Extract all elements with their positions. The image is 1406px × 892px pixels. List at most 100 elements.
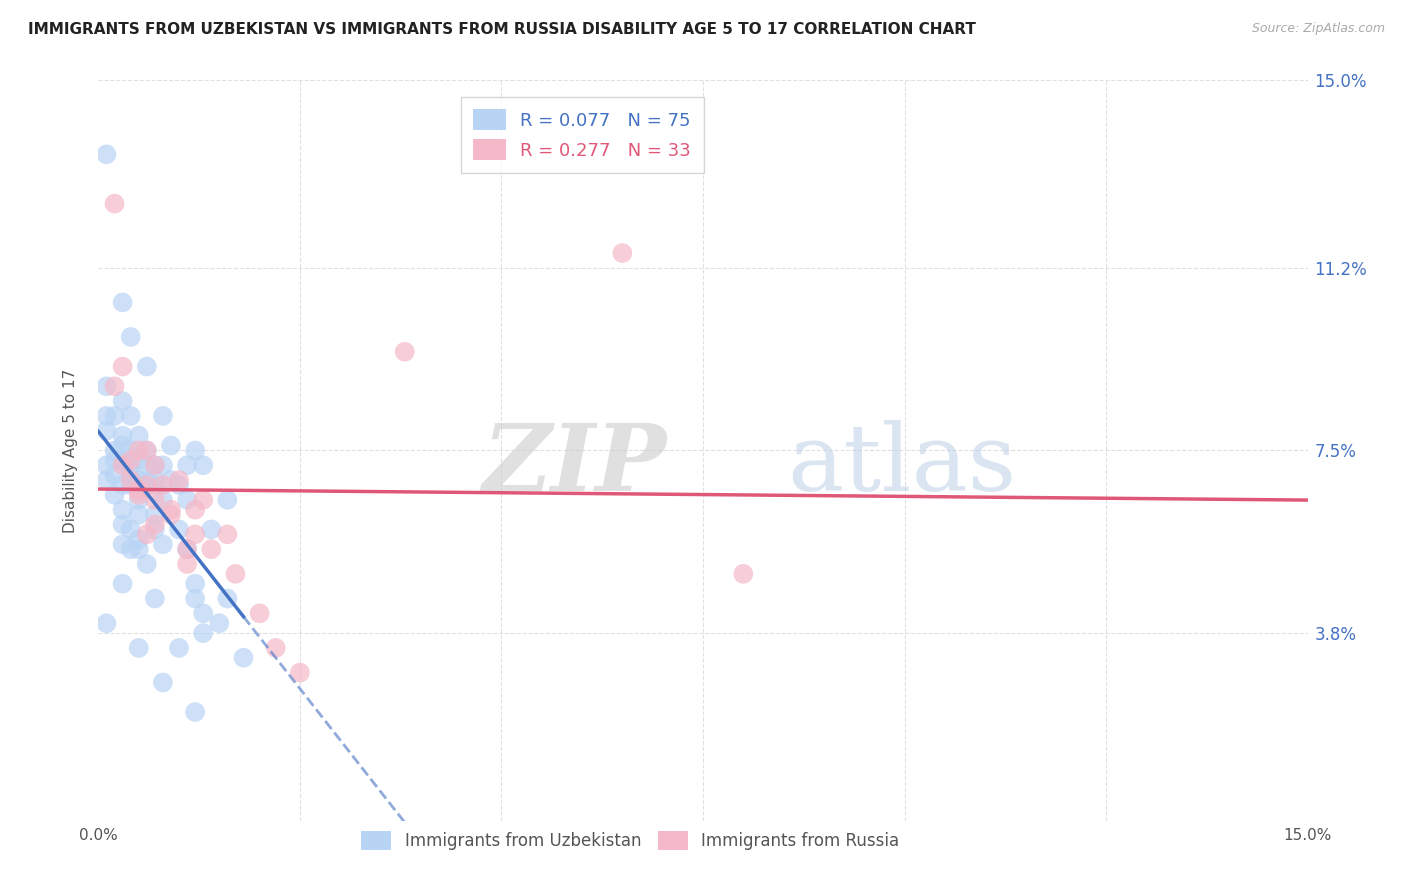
- Point: [288, 665, 311, 680]
- Point: [111, 428, 134, 442]
- Point: [135, 443, 157, 458]
- Point: [128, 443, 150, 458]
- Point: [264, 640, 287, 655]
- Point: [96, 424, 118, 438]
- Point: [120, 330, 142, 344]
- Point: [152, 492, 174, 507]
- Point: [128, 508, 150, 522]
- Point: [208, 616, 231, 631]
- Point: [96, 473, 118, 487]
- Point: [135, 478, 157, 492]
- Point: [135, 443, 157, 458]
- Point: [135, 527, 157, 541]
- Point: [224, 566, 246, 581]
- Point: [167, 523, 190, 537]
- Point: [111, 576, 134, 591]
- Point: [96, 379, 118, 393]
- Point: [120, 409, 142, 423]
- Point: [120, 542, 142, 557]
- Point: [143, 523, 166, 537]
- Point: [193, 458, 215, 473]
- Point: [184, 443, 207, 458]
- Point: [152, 458, 174, 473]
- Point: [111, 438, 134, 452]
- Point: [111, 394, 134, 409]
- Point: [120, 453, 142, 467]
- Point: [184, 527, 207, 541]
- Y-axis label: Disability Age 5 to 17: Disability Age 5 to 17: [63, 368, 77, 533]
- Point: [128, 473, 150, 487]
- Point: [167, 473, 190, 487]
- Point: [128, 542, 150, 557]
- Point: [217, 492, 239, 507]
- Point: [111, 537, 134, 551]
- Point: [184, 705, 207, 719]
- Point: [103, 453, 125, 467]
- Point: [120, 458, 142, 473]
- Point: [128, 533, 150, 547]
- Point: [143, 508, 166, 522]
- Point: [143, 591, 166, 606]
- Point: [612, 246, 634, 260]
- Point: [160, 508, 183, 522]
- Point: [120, 468, 142, 483]
- Point: [176, 492, 198, 507]
- Point: [96, 147, 118, 161]
- Point: [152, 409, 174, 423]
- Point: [217, 591, 239, 606]
- Point: [193, 607, 215, 621]
- Point: [120, 473, 142, 487]
- Point: [111, 458, 134, 473]
- Point: [111, 295, 134, 310]
- Point: [184, 576, 207, 591]
- Point: [111, 359, 134, 374]
- Point: [217, 527, 239, 541]
- Point: [96, 409, 118, 423]
- Point: [167, 640, 190, 655]
- Point: [120, 443, 142, 458]
- Point: [120, 523, 142, 537]
- Point: [143, 492, 166, 507]
- Point: [249, 607, 271, 621]
- Point: [96, 616, 118, 631]
- Point: [111, 517, 134, 532]
- Point: [733, 566, 755, 581]
- Point: [200, 542, 222, 557]
- Point: [176, 458, 198, 473]
- Point: [135, 359, 157, 374]
- Point: [143, 478, 166, 492]
- Point: [200, 523, 222, 537]
- Point: [111, 502, 134, 516]
- Point: [143, 473, 166, 487]
- Legend: Immigrants from Uzbekistan, Immigrants from Russia: Immigrants from Uzbekistan, Immigrants f…: [354, 824, 905, 856]
- Point: [152, 675, 174, 690]
- Point: [152, 478, 174, 492]
- Point: [128, 488, 150, 502]
- Point: [103, 409, 125, 423]
- Point: [193, 626, 215, 640]
- Point: [394, 344, 416, 359]
- Point: [176, 557, 198, 571]
- Point: [128, 492, 150, 507]
- Text: ZIP: ZIP: [482, 420, 666, 510]
- Point: [143, 458, 166, 473]
- Point: [128, 483, 150, 497]
- Text: atlas: atlas: [787, 420, 1017, 510]
- Point: [143, 458, 166, 473]
- Point: [152, 537, 174, 551]
- Point: [135, 557, 157, 571]
- Point: [135, 478, 157, 492]
- Point: [167, 478, 190, 492]
- Point: [120, 478, 142, 492]
- Point: [103, 379, 125, 393]
- Text: IMMIGRANTS FROM UZBEKISTAN VS IMMIGRANTS FROM RUSSIA DISABILITY AGE 5 TO 17 CORR: IMMIGRANTS FROM UZBEKISTAN VS IMMIGRANTS…: [28, 22, 976, 37]
- Point: [128, 640, 150, 655]
- Text: Source: ZipAtlas.com: Source: ZipAtlas.com: [1251, 22, 1385, 36]
- Point: [184, 502, 207, 516]
- Point: [128, 453, 150, 467]
- Point: [143, 517, 166, 532]
- Point: [160, 473, 183, 487]
- Point: [193, 492, 215, 507]
- Point: [128, 428, 150, 442]
- Point: [103, 468, 125, 483]
